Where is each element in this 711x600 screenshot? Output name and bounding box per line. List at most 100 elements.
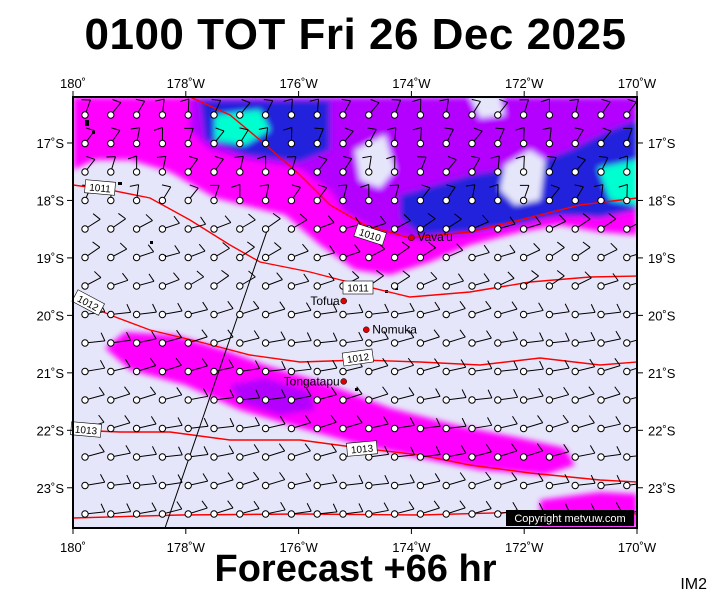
- wind-barb-feather: [602, 127, 612, 132]
- wind-station-circle: [81, 510, 89, 518]
- wind-barb-feather: [511, 301, 518, 310]
- wind-barb-feather: [124, 415, 131, 424]
- wind-barb-feather: [254, 417, 260, 426]
- wind-station-circle: [442, 282, 450, 290]
- wind-station-circle: [313, 339, 321, 347]
- wind-station-circle: [210, 111, 218, 119]
- wind-barb-feather: [618, 184, 628, 188]
- wind-station-circle: [468, 367, 476, 376]
- wind-station-circle: [519, 139, 528, 148]
- wind-barb-feather: [511, 443, 518, 452]
- wind-station-circle: [339, 367, 347, 376]
- wind-station-circle: [132, 168, 141, 176]
- wind-barb-feather: [281, 360, 286, 370]
- wind-station-circle: [236, 339, 244, 347]
- wind-station-circle: [210, 396, 218, 404]
- wind-station-circle: [313, 168, 321, 176]
- wind-station-circle: [416, 253, 425, 262]
- wind-barb-feather: [533, 243, 541, 251]
- wind-barb-feather: [383, 502, 389, 511]
- wind-barb-feather: [227, 300, 234, 309]
- wind-barb-feather: [538, 302, 544, 311]
- wind-station-circle: [261, 339, 270, 347]
- wind-barb-feather: [427, 213, 436, 220]
- wind-barb-feather: [246, 241, 255, 248]
- wind-barb-feather: [126, 331, 132, 341]
- place-marker-dot: [340, 297, 347, 305]
- wind-barb-feather: [201, 358, 208, 367]
- wind-barb-feather: [153, 127, 163, 131]
- wind-station-circle: [339, 339, 347, 347]
- wind-station-circle: [442, 339, 450, 347]
- wind-station-circle: [184, 196, 192, 205]
- wind-station-circle: [442, 196, 450, 205]
- wind-barb-feather: [173, 215, 180, 224]
- wind-barb-feather: [615, 416, 621, 425]
- lon-label-top: 172˚W: [505, 76, 544, 91]
- wind-barb-feather: [569, 98, 579, 101]
- wind-station-circle: [236, 396, 244, 404]
- wind-station-circle: [623, 481, 631, 490]
- wind-barb-feather: [615, 502, 622, 511]
- wind-station-circle: [545, 139, 554, 148]
- lat-label-right: 23˚S: [648, 481, 676, 496]
- wind-barb-feather: [221, 269, 230, 277]
- wind-barbs: [81, 98, 637, 518]
- wind-station-circle: [184, 168, 192, 176]
- wind-station-circle: [261, 139, 270, 148]
- wind-barb-feather: [174, 245, 181, 254]
- wind-barb-feather: [203, 417, 209, 427]
- lat-label-right: 19˚S: [648, 251, 676, 266]
- wind-barb-feather: [616, 303, 622, 313]
- wind-barb-feather: [202, 388, 209, 397]
- wind-station-circle: [623, 453, 631, 461]
- wind-station-circle: [158, 424, 167, 433]
- wind-barb-feather: [376, 270, 384, 277]
- wind-station-circle: [365, 424, 373, 433]
- wind-station-circle: [519, 196, 528, 205]
- wind-barb-feather: [536, 443, 544, 452]
- wind-barb-feather: [384, 474, 390, 484]
- wind-barb-feather: [283, 98, 293, 102]
- wind-barb-feather: [98, 387, 105, 396]
- wind-barb-feather: [337, 184, 347, 187]
- wind-barb-feather: [428, 241, 436, 249]
- wind-station-circle: [287, 282, 296, 290]
- wind-station-circle: [390, 310, 399, 319]
- lat-label-left: 21˚S: [37, 366, 65, 381]
- wind-station-circle: [261, 481, 270, 490]
- wind-station-circle: [597, 367, 605, 376]
- wind-barb-feather: [499, 98, 508, 103]
- wind-barb-feather: [435, 417, 441, 427]
- wind-station-circle: [107, 225, 115, 233]
- wind-barb-feather: [367, 127, 377, 130]
- wind-station-circle: [184, 510, 192, 518]
- wind-station-circle: [442, 225, 450, 233]
- wind-barb-feather: [145, 214, 153, 221]
- wind-station-circle: [571, 111, 579, 119]
- wind-station-circle: [571, 396, 579, 404]
- wind-station-circle: [597, 139, 605, 148]
- wind-barb-feather: [318, 155, 328, 160]
- wind-barb-feather: [444, 127, 454, 130]
- wind-barb-feather: [241, 99, 251, 104]
- wind-station-circle: [390, 168, 399, 176]
- wind-barb-feather: [248, 213, 256, 221]
- wind-station-circle: [390, 481, 399, 490]
- wind-station-circle: [132, 396, 141, 404]
- wind-station-circle: [571, 139, 579, 148]
- image-tag: IM2: [680, 576, 707, 593]
- wind-barb-feather: [513, 389, 519, 398]
- place-marker-dot: [363, 326, 370, 333]
- isobar-label: 1011: [84, 179, 116, 196]
- wind-barb-feather: [509, 216, 516, 225]
- wind-station-circle: [597, 168, 605, 176]
- place-marker-dot: [340, 378, 347, 385]
- wind-barb-feather: [98, 414, 105, 423]
- wind-barb-feather: [482, 214, 489, 223]
- wind-station-circle: [468, 310, 476, 319]
- wind-station-circle: [519, 225, 528, 233]
- clear-patch-2: [500, 150, 545, 205]
- wind-station-circle: [571, 310, 579, 319]
